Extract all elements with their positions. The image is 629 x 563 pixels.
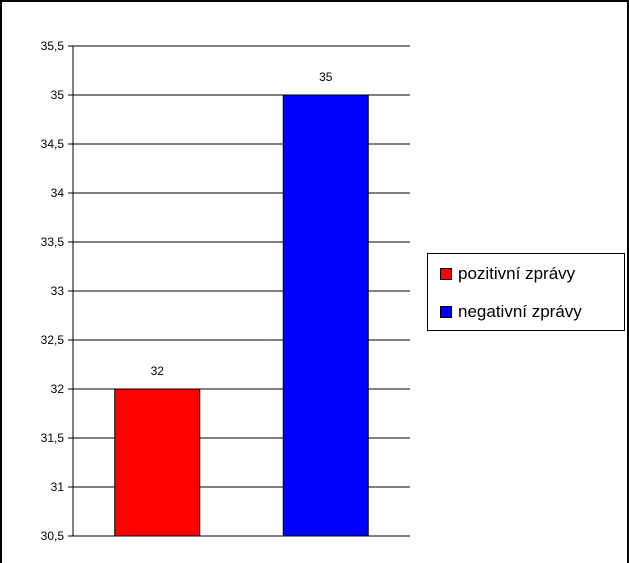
y-tick-label-4: 32,5: [41, 333, 65, 347]
y-tick-label-10: 35,5: [41, 39, 65, 53]
y-tick-label-5: 33: [51, 284, 65, 298]
legend-swatch-negative: [440, 306, 452, 318]
y-tick-label-2: 31,5: [41, 431, 65, 445]
legend-label-positive: pozitivní zprávy: [458, 264, 576, 283]
y-axis: 30,5 31 31,5 32 32,5 33 33,5 34 34,5 35 35,5: [41, 39, 74, 543]
y-tick-label-0: 30,5: [41, 529, 65, 543]
y-tick-label-3: 32: [51, 382, 65, 396]
legend-item-positive: pozitivní zprávy: [440, 262, 575, 286]
y-tick-label-9: 35: [51, 88, 65, 102]
bars: [114, 94, 369, 537]
data-label-0: 32: [151, 364, 165, 378]
data-label-1: 35: [319, 70, 333, 84]
y-tick-label-6: 33,5: [41, 235, 65, 249]
data-labels: 32 35: [151, 70, 333, 378]
legend-swatch-positive: [440, 268, 452, 280]
legend-label-negative: negativní zprávy: [458, 302, 582, 321]
bar-1: [282, 94, 369, 537]
bar-0: [114, 388, 201, 537]
y-tick-label-7: 34: [51, 186, 65, 200]
legend-item-negative: negativní zprávy: [440, 300, 582, 324]
y-tick-label-8: 34,5: [41, 137, 65, 151]
y-tick-label-1: 31: [51, 480, 65, 494]
legend: pozitivní zprávy negativní zprávy: [427, 253, 625, 331]
